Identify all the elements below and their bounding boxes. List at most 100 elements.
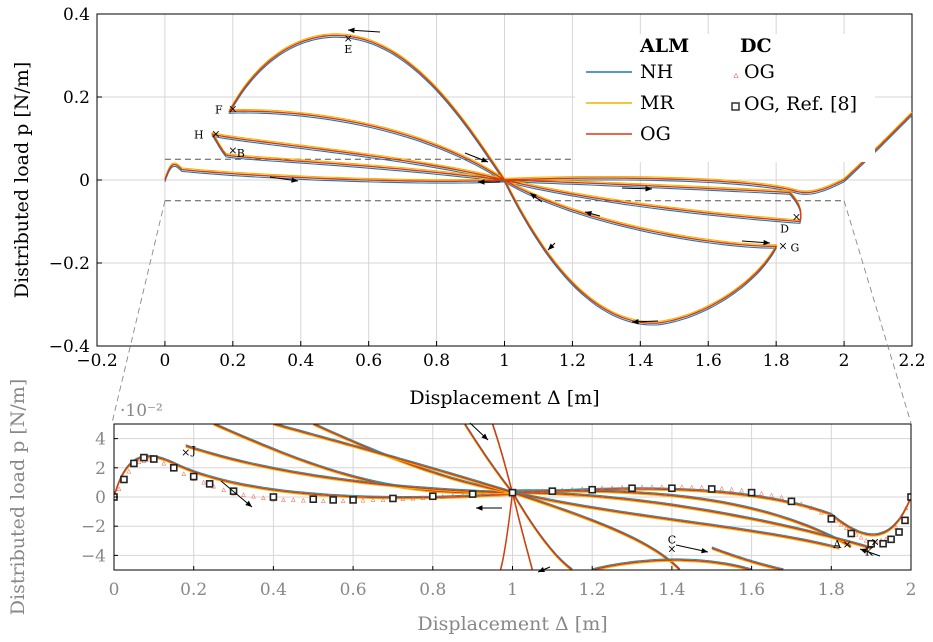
ref-marker bbox=[508, 488, 517, 497]
annotation-marker: × bbox=[667, 543, 676, 556]
legend-marker-dc: ▵ bbox=[733, 70, 738, 81]
dc-marker: ▵ bbox=[291, 494, 296, 504]
curve-OG bbox=[511, 492, 573, 570]
x-tick-label: 0.2 bbox=[180, 580, 207, 600]
annotation-marker: × bbox=[871, 535, 880, 548]
ref-marker bbox=[189, 472, 198, 481]
dc-marker: ▵ bbox=[371, 494, 376, 504]
dc-marker: ▵ bbox=[211, 480, 216, 490]
curve-MR bbox=[512, 493, 872, 550]
x-tick-label: 1.2 bbox=[579, 580, 606, 600]
dc-marker: ▵ bbox=[879, 534, 884, 544]
dc-marker: ▵ bbox=[490, 488, 495, 498]
ref-marker bbox=[468, 490, 477, 498]
dc-marker: ▵ bbox=[769, 489, 774, 499]
ref-marker bbox=[867, 539, 875, 548]
dc-marker: ▵ bbox=[779, 491, 784, 501]
series-line-OG bbox=[164, 34, 913, 324]
annotation-marker: × bbox=[843, 538, 852, 551]
dc-marker: ▵ bbox=[864, 534, 869, 544]
curve-NH bbox=[314, 424, 513, 492]
ref-marker bbox=[169, 463, 178, 472]
curve-OG bbox=[511, 492, 534, 570]
dc-marker: ▵ bbox=[680, 481, 685, 491]
legend-header-dc: DC bbox=[740, 35, 772, 57]
direction-arrow-head bbox=[348, 27, 355, 34]
dc-marker: ▵ bbox=[640, 481, 645, 491]
series-line-MR bbox=[164, 33, 913, 323]
dc-marker: ▵ bbox=[181, 468, 186, 478]
x-tick-label: 0.8 bbox=[423, 351, 450, 371]
dc-marker: ▵ bbox=[341, 495, 346, 505]
curve-OG bbox=[830, 496, 911, 536]
y-tick-label: 0 bbox=[79, 171, 90, 191]
dc-marker: ▵ bbox=[859, 531, 864, 541]
annotation-label: G bbox=[791, 241, 800, 254]
curve-MR bbox=[512, 493, 840, 550]
curve-MR bbox=[512, 491, 852, 549]
annotation-marker: × bbox=[228, 102, 237, 115]
curve-NH bbox=[512, 490, 872, 548]
x-tick-label: 0.4 bbox=[287, 351, 314, 371]
x-tick-label: 1.8 bbox=[763, 351, 790, 371]
y-tick-label: −0.4 bbox=[49, 337, 90, 357]
y-tick-label: 0 bbox=[95, 488, 106, 508]
dc-marker: ▵ bbox=[281, 494, 286, 504]
direction-arrow-head bbox=[763, 239, 770, 246]
ref-marker bbox=[269, 493, 278, 501]
curve-MR bbox=[273, 424, 513, 495]
x-tick-label: 1.6 bbox=[695, 351, 722, 371]
dc-marker: ▵ bbox=[759, 487, 764, 497]
curve-NH bbox=[185, 444, 513, 492]
direction-arrow-head bbox=[245, 500, 252, 507]
annotation-label: H bbox=[194, 128, 204, 141]
dc-marker: ▵ bbox=[440, 491, 445, 501]
curve-NH bbox=[512, 490, 681, 570]
dc-marker: ▵ bbox=[839, 518, 844, 528]
dc-marker: ▵ bbox=[894, 522, 899, 532]
ref-marker bbox=[329, 496, 337, 504]
zoom-connector-left bbox=[111, 200, 166, 424]
zoom-connector-right bbox=[843, 200, 912, 424]
ref-marker bbox=[879, 539, 887, 548]
ref-marker bbox=[895, 528, 903, 536]
annotation-marker: × bbox=[778, 239, 787, 252]
y-tick-label: 4 bbox=[95, 430, 106, 450]
dc-marker: ▵ bbox=[321, 495, 326, 505]
bottom-curves: ▵ ▵ ▵ ▵ ▵ ▵ ▵ ▵ ▵ ▵ ▵ ▵ ▵ ▵ ▵ ▵ ▵ ▵ ▵ ▵ ▵ ▵ ▵ ▵ ▵ ▵ ▵ ▵ ▵ ▵ ▵ ▵ ▵ ▵ ▵ ▵ ▵ ▵ ▵ ▵… bbox=[114, 424, 911, 570]
direction-arrow-head bbox=[585, 211, 592, 217]
dc-marker: ▵ bbox=[480, 489, 485, 499]
annotation-label: D bbox=[780, 222, 789, 235]
curve-OG bbox=[512, 491, 872, 549]
curve-OG bbox=[512, 491, 681, 570]
dc-marker: ▵ bbox=[127, 466, 132, 476]
direction-arrow-head bbox=[291, 177, 298, 183]
ref-marker bbox=[140, 453, 148, 462]
dc-marker: ▵ bbox=[381, 494, 386, 504]
x-tick-label: −0.2 bbox=[76, 351, 117, 371]
dc-marker: ▵ bbox=[520, 486, 525, 496]
dc-marker: ▵ bbox=[411, 492, 416, 502]
curve-OG bbox=[711, 547, 784, 570]
legend-label: OG, Ref. [8] bbox=[744, 93, 857, 115]
legend-label: OG bbox=[640, 123, 671, 145]
curve-MR bbox=[512, 493, 680, 570]
legend-label: MR bbox=[640, 92, 674, 114]
direction-arrow-head bbox=[645, 186, 652, 192]
dc-marker: ▵ bbox=[834, 515, 839, 525]
dc-marker: ▵ bbox=[560, 484, 565, 494]
dc-marker: ▵ bbox=[799, 498, 804, 508]
x-tick-label: 1 bbox=[507, 580, 518, 600]
curve-OG bbox=[313, 424, 513, 494]
y-tick-label: −4 bbox=[81, 546, 106, 566]
dc-marker: ▵ bbox=[162, 458, 167, 468]
x-tick-label: 0 bbox=[109, 580, 120, 600]
dc-marker: ▵ bbox=[570, 484, 575, 494]
direction-arrow-head bbox=[478, 179, 485, 185]
y-tick-label: 0.2 bbox=[63, 88, 90, 108]
direction-arrow bbox=[220, 480, 253, 508]
annotation-marker: × bbox=[211, 127, 220, 140]
y-axis-label: Distributed load p [N/m] bbox=[11, 62, 33, 298]
ref-marker bbox=[907, 493, 911, 501]
y-tick-label: −0.2 bbox=[49, 254, 90, 274]
